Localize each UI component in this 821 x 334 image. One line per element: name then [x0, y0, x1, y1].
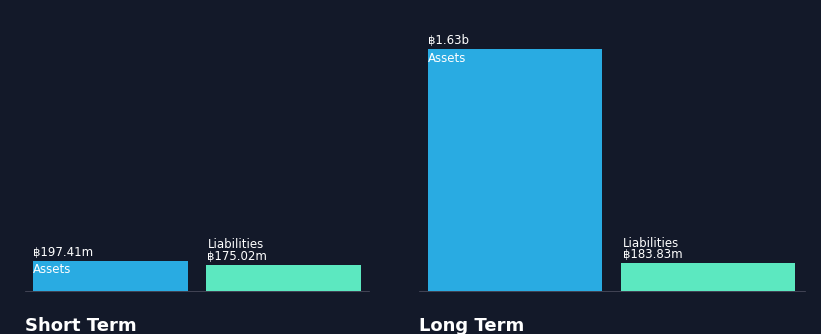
- Text: Assets: Assets: [33, 263, 71, 276]
- Text: ฿183.83m: ฿183.83m: [623, 248, 683, 262]
- Bar: [429, 49, 602, 291]
- Text: ฿175.02m: ฿175.02m: [208, 250, 268, 263]
- Bar: [621, 264, 795, 291]
- Text: Assets: Assets: [429, 52, 466, 65]
- Text: ฿197.41m: ฿197.41m: [33, 246, 94, 260]
- Text: ฿1.63b: ฿1.63b: [429, 34, 470, 47]
- Bar: [205, 265, 360, 291]
- Text: Long Term: Long Term: [419, 317, 524, 334]
- Text: Short Term: Short Term: [25, 317, 136, 334]
- Text: Liabilities: Liabilities: [623, 237, 680, 250]
- Bar: [34, 262, 188, 291]
- Text: Liabilities: Liabilities: [208, 238, 264, 252]
